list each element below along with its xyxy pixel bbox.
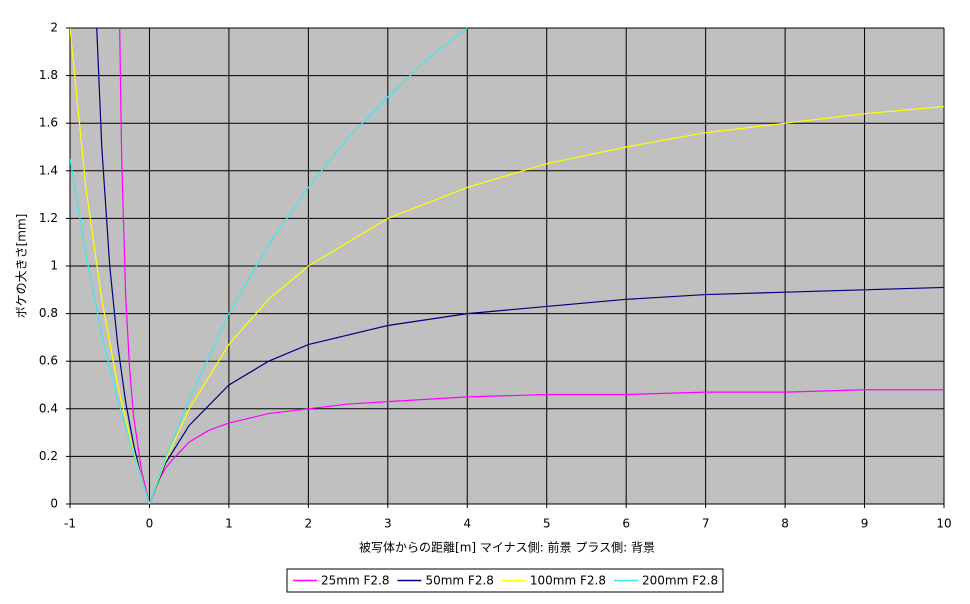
y-tick-label: 0.6 (39, 354, 58, 368)
x-tick-label: 6 (622, 517, 630, 531)
x-tick-label: 4 (463, 517, 471, 531)
series-line (70, 28, 944, 504)
y-tick-label: 1.8 (39, 68, 58, 82)
x-axis-label: 被写体からの距離[m] マイナス側: 前景 プラス側: 背景 (359, 540, 655, 555)
x-tick-label: 8 (781, 517, 789, 531)
x-tick-label: -1 (64, 517, 76, 531)
legend-label: 25mm F2.8 (321, 574, 389, 588)
legend-label: 50mm F2.8 (425, 574, 493, 588)
y-tick-label: 1.6 (39, 116, 58, 130)
y-tick-label: 1.2 (39, 211, 58, 225)
legend-label: 100mm F2.8 (530, 574, 606, 588)
series-line (70, 28, 468, 504)
x-tick-label: 3 (384, 517, 392, 531)
x-tick-label: 5 (543, 517, 551, 531)
y-tick-label: 2 (50, 21, 58, 35)
series-line (96, 28, 944, 504)
y-tick-label: 1.4 (39, 163, 58, 177)
y-tick-label: 0.2 (39, 449, 58, 463)
x-tick-label: 10 (936, 517, 951, 531)
y-tick-label: 0.4 (39, 401, 58, 415)
y-tick-label: 0 (50, 497, 58, 511)
legend-label: 200mm F2.8 (642, 574, 718, 588)
x-tick-label: 7 (702, 517, 710, 531)
x-tick-label: 2 (305, 517, 313, 531)
x-tick-label: 0 (146, 517, 154, 531)
x-tick-label: 1 (225, 517, 233, 531)
x-tick-label: 9 (861, 517, 869, 531)
y-tick-label: 0.8 (39, 306, 58, 320)
series-line (119, 28, 944, 504)
y-tick-label: 1 (50, 259, 58, 273)
y-axis-label: ボケの大きさ[mm] (15, 214, 29, 319)
